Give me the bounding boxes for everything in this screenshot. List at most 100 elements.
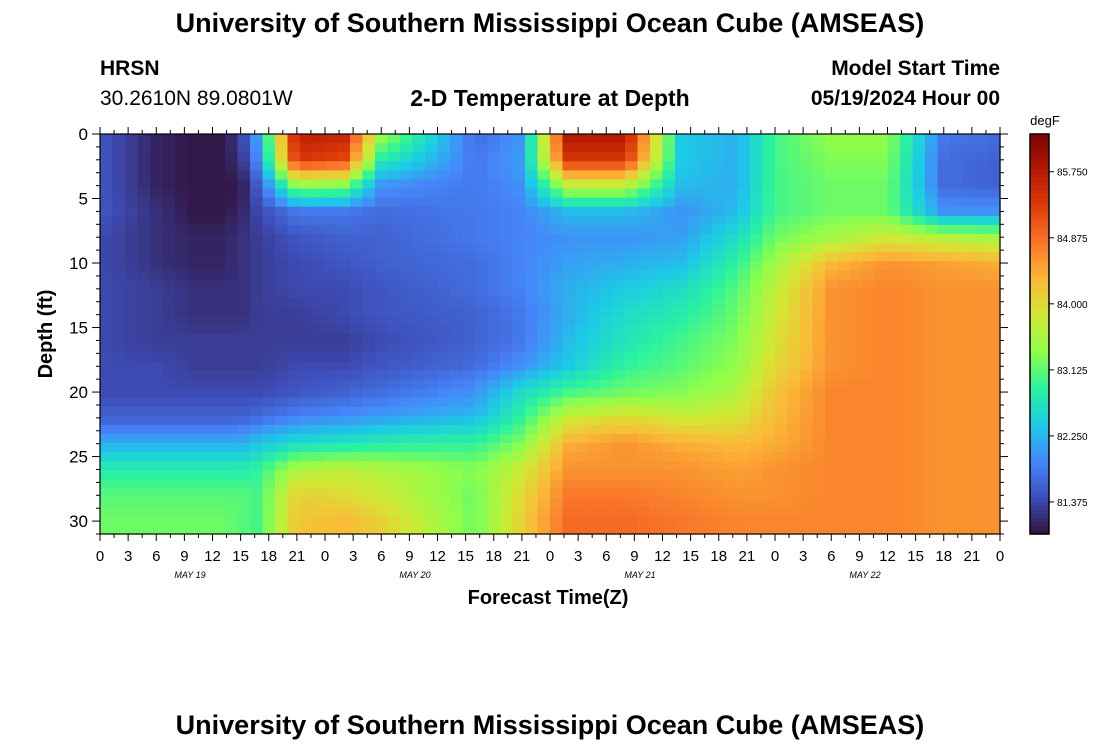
heatmap-cell <box>225 334 239 344</box>
heatmap-cell <box>250 524 264 535</box>
heatmap-cell <box>487 170 501 181</box>
heatmap-cell <box>575 443 589 453</box>
heatmap-cell <box>462 470 476 481</box>
heatmap-cell <box>512 470 526 481</box>
heatmap-cell <box>250 352 264 362</box>
heatmap-cell <box>512 388 526 399</box>
heatmap-cell <box>287 352 301 362</box>
heatmap-cell <box>937 261 951 271</box>
heatmap-cell <box>925 497 939 508</box>
heatmap-cell <box>662 134 676 144</box>
heatmap-cell <box>875 370 889 381</box>
heatmap-cell <box>375 297 389 308</box>
heatmap-cell <box>312 306 326 317</box>
heatmap-cell <box>687 379 701 390</box>
heatmap-cell <box>912 152 926 162</box>
heatmap-cell <box>525 279 539 290</box>
heatmap-cell <box>162 524 176 535</box>
heatmap-cell <box>975 461 989 471</box>
heatmap-cell <box>412 224 426 235</box>
heatmap-cell <box>300 261 314 271</box>
heatmap-cell <box>500 434 514 444</box>
heatmap-cell <box>725 324 739 335</box>
heatmap-cell <box>600 179 614 190</box>
heatmap-cell <box>500 315 514 326</box>
heatmap-cell <box>750 134 764 144</box>
heatmap-cell <box>525 361 539 371</box>
heatmap-cell <box>250 243 264 253</box>
heatmap-cell <box>250 134 264 144</box>
heatmap-cell <box>562 415 576 426</box>
heatmap-cell <box>237 352 251 362</box>
heatmap-cell <box>825 388 839 399</box>
heatmap-cell <box>550 524 564 535</box>
heatmap-cell <box>637 252 651 262</box>
heatmap-cell <box>537 234 551 244</box>
heatmap-cell <box>887 488 901 499</box>
heatmap-cell <box>700 297 714 308</box>
heatmap-cell <box>287 424 301 435</box>
heatmap-cell <box>175 397 189 408</box>
heatmap-cell <box>225 443 239 453</box>
heatmap-cell <box>100 206 114 217</box>
heatmap-cell <box>375 370 389 381</box>
heatmap-cell <box>662 179 676 190</box>
heatmap-cell <box>250 170 264 181</box>
heatmap-cell <box>900 388 914 399</box>
heatmap-cell <box>987 288 1001 299</box>
heatmap-cell <box>525 243 539 253</box>
heatmap-cell <box>625 506 639 517</box>
heatmap-cell <box>475 352 489 362</box>
heatmap-cell <box>662 224 676 235</box>
heatmap-cell <box>350 234 364 244</box>
heatmap-cell <box>687 443 701 453</box>
heatmap-cell <box>750 143 764 153</box>
heatmap-cell <box>525 315 539 326</box>
heatmap-cell <box>387 188 401 199</box>
heatmap-cell <box>687 270 701 281</box>
heatmap-cell <box>775 406 789 417</box>
heatmap-cell <box>612 415 626 426</box>
colorbar-segment <box>1030 150 1049 155</box>
heatmap-cell <box>262 215 276 226</box>
heatmap-cell <box>987 179 1001 190</box>
heatmap-cell <box>500 470 514 481</box>
heatmap-cell <box>300 406 314 417</box>
heatmap-cell <box>612 524 626 535</box>
heatmap-cell <box>687 488 701 499</box>
heatmap-cell <box>750 297 764 308</box>
heatmap-cell <box>287 452 301 462</box>
heatmap-cell <box>875 179 889 190</box>
heatmap-cell <box>150 452 164 462</box>
heatmap-cell <box>825 279 839 290</box>
heatmap-cell <box>850 279 864 290</box>
heatmap-cell <box>587 143 601 153</box>
heatmap-cell <box>350 506 364 517</box>
heatmap-cell <box>862 524 876 535</box>
heatmap-cell <box>650 224 664 235</box>
heatmap-cell <box>687 424 701 435</box>
heatmap-cell <box>712 206 726 217</box>
heatmap-cell <box>975 261 989 271</box>
colorbar-tick-label: 83.125 <box>1057 366 1088 377</box>
heatmap-cell <box>425 270 439 281</box>
heatmap-cell <box>300 297 314 308</box>
chart-title: 2-D Temperature at Depth <box>410 85 690 111</box>
heatmap-cell <box>400 488 414 499</box>
heatmap-cell <box>162 497 176 508</box>
heatmap-cell <box>125 452 139 462</box>
heatmap-cell <box>700 324 714 335</box>
heatmap-cell <box>112 279 126 290</box>
heatmap-cell <box>300 352 314 362</box>
heatmap-cell <box>787 297 801 308</box>
heatmap-cell <box>287 270 301 281</box>
heatmap-cell <box>850 479 864 490</box>
heatmap-cell <box>525 434 539 444</box>
heatmap-cell <box>200 288 214 299</box>
colorbar-segment <box>1030 218 1049 223</box>
heatmap-cell <box>600 215 614 226</box>
heatmap-cell <box>337 143 351 153</box>
heatmap-cell <box>412 461 426 471</box>
heatmap-cell <box>450 388 464 399</box>
heatmap-cell <box>750 452 764 462</box>
